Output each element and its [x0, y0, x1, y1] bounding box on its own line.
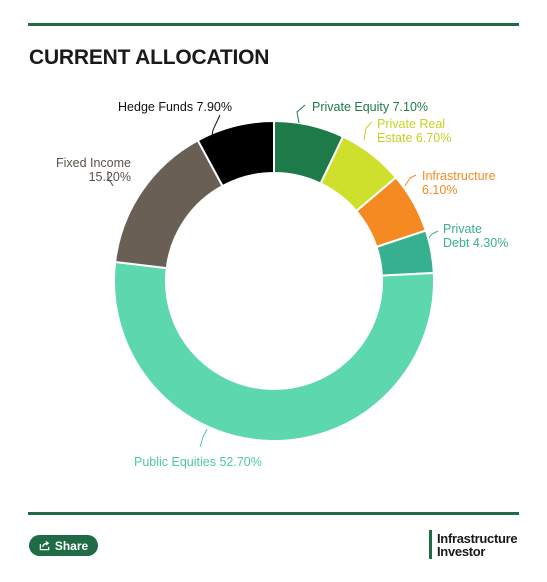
leader-line-infrastructure: [404, 174, 417, 187]
slice-fixed-income[interactable]: [114, 138, 224, 270]
donut-chart: Private Equity 7.10% Private Real Estate 6…: [56, 100, 508, 469]
brand-logo[interactable]: Infrastructure Investor: [429, 530, 518, 559]
leader-line-private-real-estate: [363, 121, 373, 141]
label-public-equities: Public Equities 52.70%: [134, 455, 262, 469]
label-fixed-income: Fixed Income 15.20%: [56, 156, 131, 184]
share-label: Share: [54, 538, 89, 553]
leader-line-private-equity: [296, 104, 306, 124]
leader-line-fixed-income: [107, 171, 114, 187]
slice-hedge-funds[interactable]: [196, 119, 275, 188]
leader-line-public-equities: [199, 428, 208, 448]
label-private-debt: Private Debt 4.30%: [443, 222, 508, 250]
chart-title: CURRENT ALLOCATION: [29, 46, 270, 69]
top-divider: [28, 23, 519, 26]
label-infrastructure: Infrastructure 6.10%: [422, 169, 496, 197]
label-private-real-estate: Private Real Estate 6.70%: [377, 117, 451, 145]
label-private-equity: Private Equity 7.10%: [312, 100, 428, 114]
leader-line-private-debt: [428, 230, 439, 239]
brand-line-2: Investor: [437, 543, 486, 559]
brand-line-1: Infrastructure: [437, 530, 518, 546]
label-hedge-funds: Hedge Funds 7.90%: [118, 100, 232, 114]
share-button[interactable]: Share: [29, 535, 98, 556]
slice-public-equities[interactable]: [113, 260, 435, 442]
leader-line-hedge-funds: [211, 114, 221, 137]
bottom-divider: [28, 512, 519, 515]
share-icon: [39, 540, 50, 551]
